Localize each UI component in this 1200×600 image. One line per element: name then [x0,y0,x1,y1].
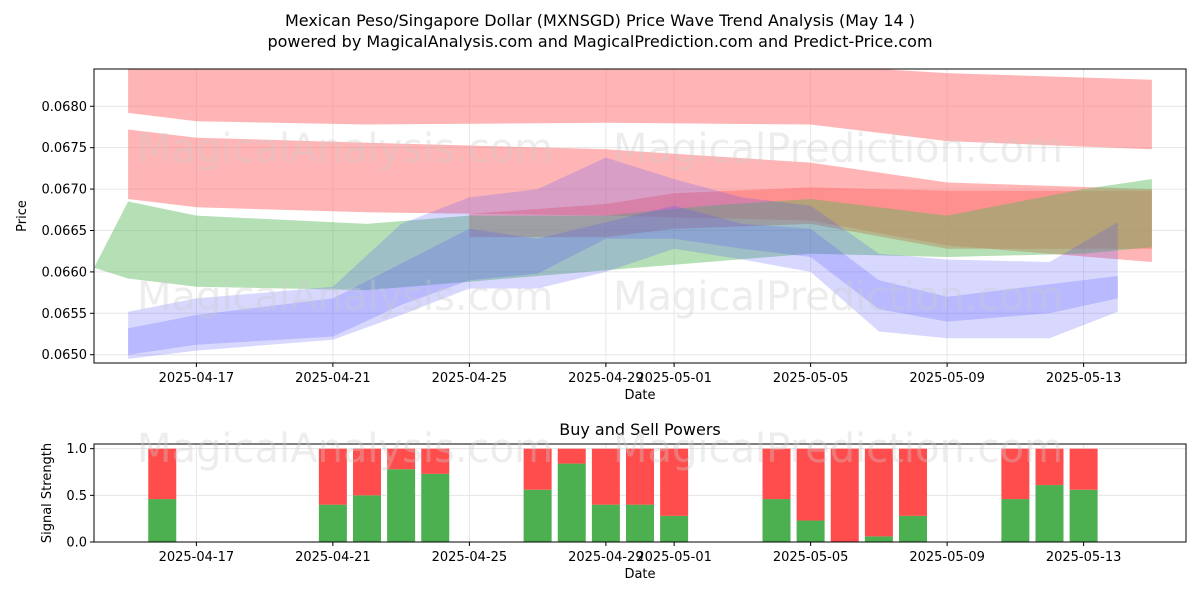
sell-bar [899,448,927,516]
signal-panel-title: Buy and Sell Powers [559,420,721,439]
chart-title: Mexican Peso/Singapore Dollar (MXNSGD) P… [285,11,915,30]
x-tick-label: 2025-04-29 [568,371,644,386]
x-tick-label: 2025-05-09 [909,371,985,386]
x-tick-label: 2025-04-29 [568,550,644,565]
buy-bar [1001,499,1030,542]
buy-bar [591,504,620,542]
sell-bar [762,448,791,500]
x-tick-label: 2025-05-09 [909,550,985,565]
sell-bar [830,448,859,542]
watermark-right-mid: MagicalPrediction.com [613,274,1063,320]
price-panel: 2025-04-17 2025-04-21 2025-04-25 2025-04-29… [15,68,1187,403]
red-wave-band [469,187,1152,249]
buy-bar [318,504,347,542]
buy-bar [864,536,893,542]
buy-bar [1069,489,1098,542]
x-tick-label: 2025-04-17 [159,550,235,565]
price-bands [94,69,1152,359]
sell-bar [591,448,620,505]
watermark-right-top: MagicalPrediction.com [613,126,1063,172]
buy-bar [557,463,586,542]
sell-bar [1069,448,1098,490]
signal-panel: Buy and Sell Powers 2025-04-17 2025-04-21 2… [40,420,1187,582]
blue-wave-band [128,205,1118,359]
plot-frame [93,443,1187,543]
y-tick-label: 0.5 [66,489,87,504]
x-tick-label: 2025-04-21 [295,371,371,386]
buy-bar [387,469,416,542]
sell-bar [626,448,654,505]
y-tick-label: 0.0655 [42,307,88,322]
sell-bar [318,448,347,505]
x-axis-label: Date [624,567,655,582]
buy-bar [626,504,654,542]
y-tick-label: 0.0680 [42,100,88,115]
y-tick-label: 0.0665 [42,224,88,239]
watermark-right-bottom: MagicalPrediction.com [613,426,1063,472]
y-tick-label: 0.0670 [42,183,88,198]
y-tick-label: 1.0 [66,442,87,457]
y-tick-label: 0.0 [66,536,87,551]
sell-bar [660,448,689,516]
buy-bar [660,515,689,542]
sell-bar [387,448,416,470]
x-tick-label: 2025-04-25 [432,550,508,565]
buy-bar [421,473,450,542]
x-tick-label: 2025-05-05 [773,371,849,386]
y-axis-label: Price [15,200,30,232]
x-tick-label: 2025-04-25 [432,371,508,386]
x-tick-label: 2025-04-17 [159,371,235,386]
x-tick-label: 2025-05-01 [636,550,712,565]
sell-bar [1035,448,1064,486]
green-wave-band [94,179,1152,291]
y-axis-label: Signal Strength [40,443,55,543]
sell-bar [523,448,552,490]
sell-bar [421,448,450,474]
y-tick-label: 0.0660 [42,265,88,280]
plot-frame [93,68,1187,364]
buy-bar [523,489,552,542]
watermark-left-top: MagicalAnalysis.com [137,126,553,172]
buy-bar [796,520,825,542]
buy-bar [899,515,927,542]
sell-bar [148,448,177,500]
red-wave-band [128,69,1152,150]
x-tick-label: 2025-05-05 [773,550,849,565]
watermark-left-bottom: MagicalAnalysis.com [137,426,553,472]
watermark-left-mid: MagicalAnalysis.com [137,274,553,320]
y-tick-label: 0.0650 [42,348,88,363]
buy-bar [353,495,381,542]
buy-bar [1035,485,1064,542]
sell-bar [353,448,381,496]
sell-bar [864,448,893,537]
buy-bar [762,499,791,542]
buy-bar [148,499,177,542]
x-tick-label: 2025-05-13 [1046,371,1122,386]
y-tick-label: 0.0675 [42,141,88,156]
x-tick-label: 2025-05-01 [636,371,712,386]
x-axis-label: Date [624,388,655,403]
sell-bar [796,448,825,521]
x-tick-label: 2025-05-13 [1046,550,1122,565]
blue-wave-band [128,157,1118,355]
sell-bar [1001,448,1030,500]
chart-subtitle: powered by MagicalAnalysis.com and Magic… [267,32,932,51]
x-tick-label: 2025-04-21 [295,550,371,565]
sell-bar [557,448,586,464]
